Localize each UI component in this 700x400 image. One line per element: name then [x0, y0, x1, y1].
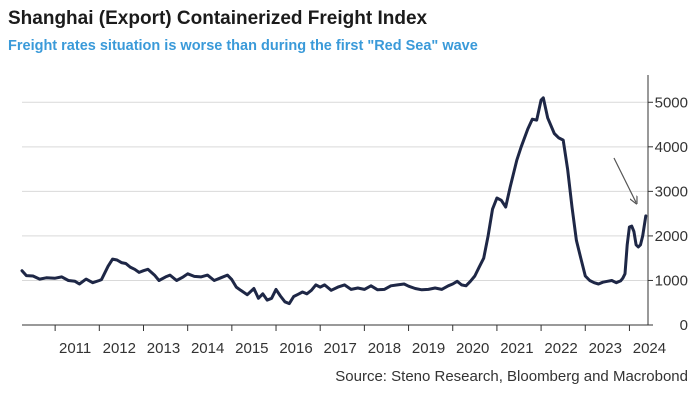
gridlines: [22, 101, 648, 281]
series-line-scfi: [20, 96, 648, 306]
x-tick-label: 2022: [544, 340, 577, 357]
y-tick-label: 3000: [655, 183, 688, 200]
y-tick-label: 5000: [655, 94, 688, 111]
series-layer: [20, 96, 648, 306]
x-tick-label: 2019: [412, 340, 445, 357]
source-note: Source: Steno Research, Bloomberg and Ma…: [335, 368, 688, 385]
x-tick-label: 2016: [279, 340, 312, 357]
chart-title: Shanghai (Export) Containerized Freight …: [8, 8, 428, 29]
x-tick-label: 2013: [147, 340, 180, 357]
x-tick-label: 2011: [59, 340, 91, 357]
y-tick-label: 1000: [655, 272, 688, 289]
x-tick-label: 2021: [500, 340, 533, 357]
annotation-arrow: [613, 157, 636, 203]
annotations: [613, 157, 636, 203]
y-tick-label: 0: [680, 317, 688, 334]
y-tick-label: 4000: [655, 139, 688, 156]
chart-subtitle: Freight rates situation is worse than du…: [8, 38, 478, 54]
x-tick-label: 2023: [589, 340, 622, 357]
axes: 0 1000 2000 3000 4000 5000 2011 2012 2013 2014 201…: [22, 75, 688, 357]
x-tick-label: 2012: [103, 340, 136, 357]
x-tick-label: 2018: [368, 340, 401, 357]
x-tick-label: 2020: [456, 340, 489, 357]
y-tick-label: 2000: [655, 228, 688, 245]
x-tick-label: 2024: [633, 340, 666, 357]
x-tick-label: 2014: [191, 340, 224, 357]
x-tick-label: 2015: [235, 340, 268, 357]
x-tick-label: 2017: [324, 340, 357, 357]
